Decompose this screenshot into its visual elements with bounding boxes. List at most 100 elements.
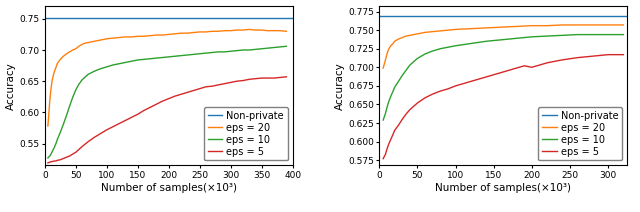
- eps = 10: [385, 101, 392, 103]
- eps = 10: [528, 36, 536, 38]
- eps = 20: [467, 27, 475, 30]
- eps = 10: [395, 80, 403, 83]
- eps = 20: [589, 24, 596, 26]
- eps = 20: [389, 42, 397, 45]
- eps = 10: [467, 42, 475, 45]
- eps = 10: [589, 33, 596, 36]
- eps = 10: [147, 57, 154, 60]
- eps = 20: [452, 28, 460, 31]
- eps = 10: [140, 58, 148, 61]
- eps = 20: [171, 32, 179, 35]
- eps = 20: [620, 24, 627, 26]
- eps = 5: [90, 136, 98, 139]
- eps = 10: [171, 55, 179, 57]
- eps = 10: [270, 46, 278, 49]
- eps = 10: [413, 57, 421, 60]
- eps = 10: [421, 53, 429, 55]
- eps = 10: [196, 53, 204, 55]
- eps = 10: [63, 114, 70, 117]
- eps = 5: [184, 91, 191, 94]
- eps = 5: [152, 103, 160, 106]
- eps = 10: [620, 33, 627, 36]
- Line: eps = 10: eps = 10: [383, 35, 623, 120]
- eps = 5: [270, 77, 278, 79]
- eps = 5: [208, 85, 216, 87]
- eps = 10: [264, 47, 272, 49]
- eps = 10: [72, 89, 79, 91]
- eps = 5: [49, 160, 56, 163]
- eps = 10: [52, 142, 60, 145]
- eps = 20: [90, 40, 98, 43]
- eps = 10: [233, 49, 241, 52]
- eps = 10: [227, 50, 234, 53]
- Legend: Non-private, eps = 20, eps = 10, eps = 5: Non-private, eps = 20, eps = 10, eps = 5: [538, 107, 622, 160]
- Non-private: [44, 16, 52, 19]
- eps = 20: [395, 38, 403, 40]
- eps = 10: [380, 119, 387, 121]
- Line: eps = 20: eps = 20: [48, 29, 287, 126]
- eps = 10: [159, 56, 166, 59]
- eps = 10: [543, 35, 551, 37]
- eps = 20: [436, 30, 444, 32]
- eps = 5: [543, 61, 551, 64]
- eps = 5: [589, 55, 596, 57]
- eps = 5: [128, 116, 136, 119]
- eps = 5: [53, 159, 61, 162]
- eps = 10: [497, 39, 505, 41]
- eps = 5: [402, 113, 410, 115]
- eps = 20: [497, 26, 505, 28]
- eps = 10: [604, 33, 612, 36]
- eps = 10: [429, 50, 436, 52]
- eps = 10: [97, 67, 104, 70]
- eps = 20: [387, 45, 395, 47]
- eps = 20: [399, 36, 406, 39]
- eps = 10: [513, 37, 520, 40]
- eps = 10: [208, 51, 216, 54]
- eps = 5: [252, 77, 259, 80]
- Non-private: [289, 16, 296, 19]
- eps = 5: [258, 77, 266, 79]
- Line: eps = 5: eps = 5: [48, 77, 287, 163]
- eps = 5: [239, 79, 247, 82]
- eps = 5: [140, 109, 148, 112]
- eps = 5: [51, 160, 58, 162]
- eps = 20: [559, 24, 566, 26]
- eps = 5: [380, 157, 387, 160]
- eps = 10: [109, 64, 116, 66]
- eps = 20: [381, 59, 389, 61]
- eps = 5: [72, 151, 79, 153]
- eps = 10: [389, 90, 397, 92]
- eps = 10: [49, 150, 56, 153]
- eps = 5: [436, 90, 444, 92]
- eps = 10: [152, 57, 160, 59]
- Non-private: [41, 16, 49, 19]
- eps = 10: [276, 46, 284, 48]
- eps = 20: [391, 40, 399, 43]
- eps = 10: [391, 86, 399, 89]
- eps = 5: [47, 160, 55, 163]
- eps = 20: [421, 31, 429, 34]
- Non-private: [376, 15, 383, 17]
- eps = 5: [60, 157, 67, 160]
- eps = 10: [53, 138, 61, 141]
- eps = 5: [165, 97, 173, 100]
- X-axis label: Number of samples(×10³): Number of samples(×10³): [435, 183, 572, 193]
- eps = 10: [406, 64, 413, 66]
- eps = 5: [452, 85, 460, 87]
- eps = 10: [239, 49, 247, 51]
- eps = 10: [245, 49, 253, 51]
- eps = 10: [177, 54, 185, 57]
- eps = 10: [381, 112, 389, 115]
- eps = 5: [467, 80, 475, 83]
- eps = 5: [52, 160, 60, 162]
- eps = 5: [264, 77, 272, 79]
- eps = 5: [109, 126, 116, 128]
- eps = 20: [283, 30, 291, 33]
- eps = 5: [56, 159, 64, 161]
- eps = 20: [380, 67, 387, 69]
- eps = 20: [159, 34, 166, 36]
- eps = 5: [413, 102, 421, 104]
- eps = 5: [490, 73, 497, 76]
- eps = 5: [171, 95, 179, 98]
- eps = 5: [189, 89, 197, 92]
